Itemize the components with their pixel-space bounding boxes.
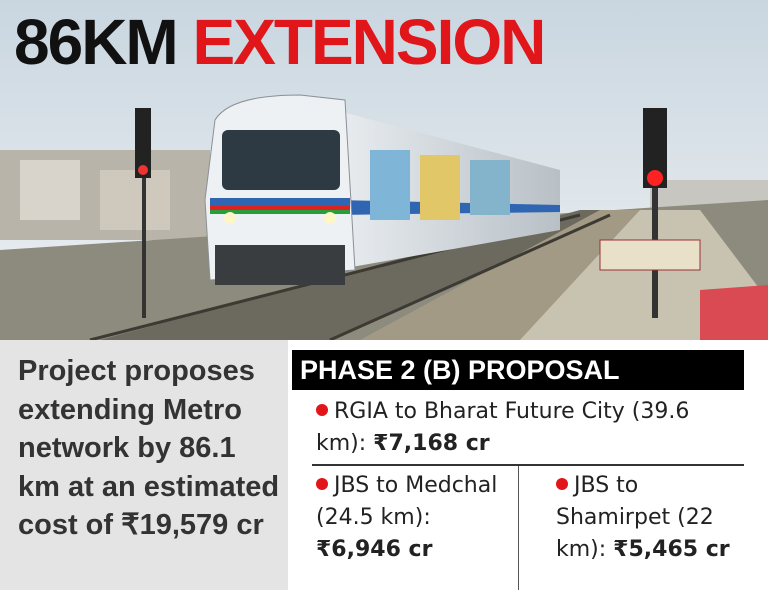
cost: ₹6,946 cr (316, 537, 433, 562)
length: (24.5 km): (316, 505, 431, 530)
proposal-item: JBS to Shamirpet (22 km): ₹5,465 cr (556, 470, 756, 566)
cost: ₹5,465 cr (613, 537, 730, 562)
proposal-item: JBS to Medchal (24.5 km): ₹6,946 cr (316, 470, 506, 566)
bullet (316, 478, 328, 490)
bullet (556, 478, 568, 490)
headline-prefix: 86KM (14, 6, 179, 78)
summary: Project proposes extending Metro network… (18, 355, 280, 541)
length: (39.6 km): (316, 399, 690, 456)
divider (518, 466, 519, 590)
route: RGIA to Bharat Future City (334, 399, 625, 424)
route: JBS to Shamirpet (556, 473, 671, 530)
proposal-item: RGIA to Bharat Future City (39.6 km): ₹7… (316, 396, 716, 460)
train-photo (0, 0, 768, 340)
proposal-panel: PHASE 2 (B) PROPOSAL INCLUDES RGIA to Bh… (288, 340, 768, 590)
route: JBS to Medchal (334, 473, 498, 498)
headline-accent: EXTENSION (192, 6, 547, 78)
headline: 86KM EXTENSION (14, 4, 547, 80)
divider (312, 464, 744, 466)
proposal-title: PHASE 2 (B) PROPOSAL INCLUDES (292, 350, 744, 425)
cost: ₹7,168 cr (373, 431, 490, 456)
length: (22 km): (556, 505, 714, 562)
bullet (316, 404, 328, 416)
